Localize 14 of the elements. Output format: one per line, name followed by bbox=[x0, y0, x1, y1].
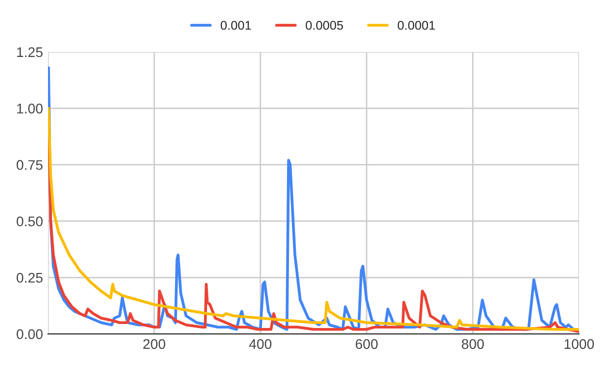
y-tick-label: 0.00 bbox=[16, 329, 43, 340]
legend-label: 0.0001 bbox=[398, 20, 435, 30]
x-tick-label: 200 bbox=[143, 339, 166, 349]
x-tick-label: 1000 bbox=[564, 339, 594, 349]
y-tick-label: 0.50 bbox=[16, 216, 43, 226]
y-tick-label: 1.00 bbox=[17, 104, 43, 114]
legend-label: 0.001 bbox=[220, 20, 251, 30]
legend-label: 0.0005 bbox=[306, 20, 343, 30]
y-tick-label: 1.25 bbox=[17, 47, 43, 58]
x-tick-label: 400 bbox=[249, 339, 272, 349]
x-tick-label: 800 bbox=[462, 339, 484, 349]
y-tick-label: 0.75 bbox=[16, 160, 43, 170]
y-tick-label: 0.25 bbox=[16, 272, 43, 283]
x-tick-label: 600 bbox=[356, 339, 378, 349]
